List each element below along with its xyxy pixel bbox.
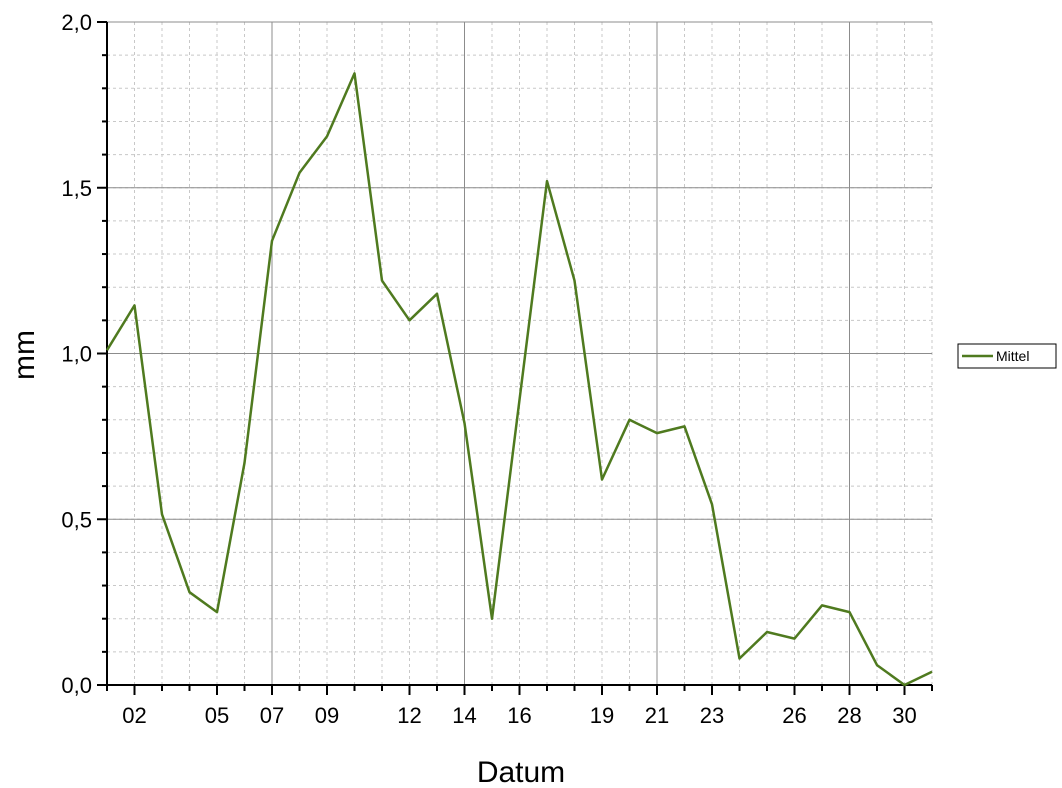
- x-tick-label: 28: [837, 703, 861, 728]
- x-tick-label: 12: [397, 703, 421, 728]
- x-tick-label: 30: [892, 703, 916, 728]
- x-tick-label: 07: [260, 703, 284, 728]
- x-tick-label: 05: [205, 703, 229, 728]
- x-tick-label: 14: [452, 703, 476, 728]
- y-tick-label: 1,0: [61, 342, 92, 367]
- legend: Mittel: [957, 343, 1057, 369]
- grid: [106, 21, 933, 686]
- x-axis-title: Datum: [477, 756, 565, 788]
- y-tick-label: 1,5: [61, 176, 92, 201]
- y-tick-label: 2,0: [61, 10, 92, 35]
- series-layer: [105, 72, 933, 687]
- y-tick-label: 0,0: [61, 673, 92, 698]
- x-tick-label: 09: [315, 703, 339, 728]
- y-axis-title: mm: [8, 330, 41, 380]
- x-axis-ticks: 02 05 07 09 12 14 16 19 21 23 26 28 30: [106, 685, 933, 728]
- series-line-mittel: [105, 72, 933, 687]
- y-tick-label: 0,5: [61, 507, 92, 532]
- y-axis-ticks: 0,0 0,5 1,0 1,5 2,0: [61, 10, 107, 698]
- x-tick-label: 23: [700, 703, 724, 728]
- x-tick-label: 16: [507, 703, 531, 728]
- x-tick-label: 02: [122, 703, 146, 728]
- legend-label-mittel: Mittel: [996, 348, 1029, 364]
- x-tick-label: 26: [782, 703, 806, 728]
- x-tick-label: 19: [590, 703, 614, 728]
- x-tick-label: 21: [645, 703, 669, 728]
